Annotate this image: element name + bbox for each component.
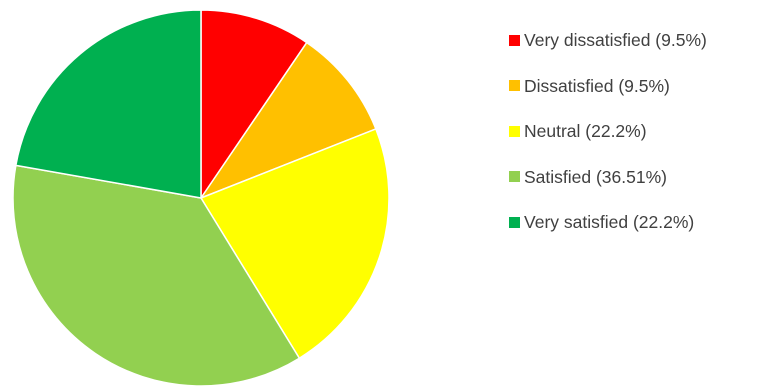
legend-item-dissatisfied: Dissatisfied (9.5%): [509, 75, 707, 97]
legend-item-very-satisfied: Very satisfied (22.2%): [509, 211, 707, 233]
pie-slices: [12, 9, 390, 387]
legend-label-neutral: Neutral (22.2%): [524, 121, 647, 141]
legend-item-very-dissatisfied: Very dissatisfied (9.5%): [509, 29, 707, 51]
pie-slice-very-dissatisfied: [200, 9, 308, 201]
legend-label-very-dissatisfied: Very dissatisfied (9.5%): [524, 30, 707, 50]
legend-swatch-dissatisfied: [509, 80, 520, 91]
chart-legend: Very dissatisfied (9.5%) Dissatisfied (9…: [509, 29, 707, 257]
pie-slice-neutral: [199, 128, 390, 360]
legend-item-neutral: Neutral (22.2%): [509, 120, 707, 142]
pie-slice-very-satisfied: [14, 9, 202, 199]
legend-label-satisfied: Satisfied (36.51%): [524, 166, 667, 187]
pie-slice-dissatisfied: [199, 41, 377, 200]
legend-swatch-satisfied: [509, 171, 520, 182]
legend-swatch-neutral: [509, 125, 520, 137]
pie-slice-satisfied: [12, 164, 301, 387]
legend-item-satisfied: Satisfied (36.51%): [509, 166, 707, 188]
legend-swatch-very-dissatisfied: [509, 34, 520, 46]
legend-swatch-very-satisfied: [509, 216, 520, 228]
legend-label-very-satisfied: Very satisfied (22.2%): [524, 212, 695, 232]
legend-label-dissatisfied: Dissatisfied (9.5%): [524, 75, 670, 96]
